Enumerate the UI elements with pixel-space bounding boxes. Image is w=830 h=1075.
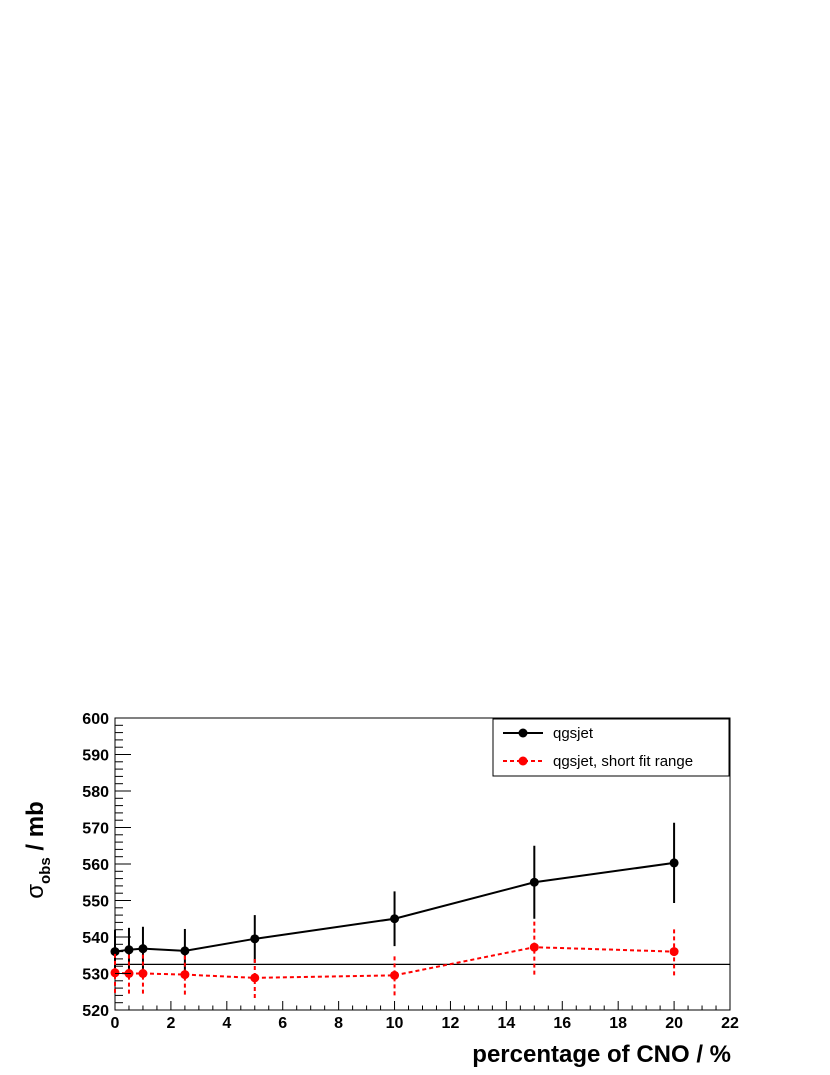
data-point — [669, 947, 679, 957]
data-point — [529, 877, 539, 887]
y-tick-label: 560 — [82, 857, 109, 874]
y-axis-title-unit: / mb — [22, 801, 49, 857]
y-tick-label: 570 — [82, 821, 109, 838]
data-point — [669, 858, 679, 868]
x-tick-label: 22 — [721, 1015, 739, 1032]
data-point — [180, 946, 190, 956]
y-axis-title-subscript: obs — [37, 857, 54, 884]
y-tick-label: 590 — [82, 748, 109, 765]
x-tick-label: 4 — [222, 1015, 231, 1032]
x-tick-label: 10 — [386, 1015, 404, 1032]
x-tick-label: 16 — [553, 1015, 571, 1032]
x-tick-label: 2 — [166, 1015, 175, 1032]
data-point — [124, 945, 134, 955]
series-1 — [110, 919, 679, 998]
x-tick-label: 0 — [111, 1015, 120, 1032]
legend-marker-sample — [518, 728, 528, 738]
data-point — [529, 942, 539, 952]
x-tick-label: 18 — [609, 1015, 627, 1032]
y-tick-label: 550 — [82, 894, 109, 911]
x-axis-title: percentage of CNO / % — [472, 1041, 731, 1068]
x-tick-label: 6 — [278, 1015, 287, 1032]
y-tick-label: 600 — [82, 711, 109, 728]
y-axis-title-sigma: σ — [22, 884, 49, 899]
y-tick-label: 530 — [82, 967, 109, 984]
legend-label-qgsjet-short-fit-range: qgsjet, short fit range — [553, 753, 693, 770]
data-point — [250, 973, 260, 983]
y-axis-title: σobs / mb — [22, 801, 54, 899]
data-point — [138, 944, 148, 954]
y-tick-label: 520 — [82, 1003, 109, 1020]
x-tick-label: 8 — [334, 1015, 343, 1032]
x-tick-label: 20 — [665, 1015, 683, 1032]
data-point — [138, 969, 148, 978]
data-point — [180, 970, 190, 980]
legend-box — [492, 718, 730, 777]
y-tick-label: 540 — [82, 930, 109, 947]
y-tick-label: 580 — [82, 784, 109, 801]
legend-label-qgsjet: qgsjet — [553, 725, 594, 742]
x-tick-label: 14 — [497, 1015, 515, 1032]
data-point — [390, 914, 400, 924]
data-point — [250, 934, 260, 944]
series-0 — [110, 822, 679, 974]
x-tick-label: 12 — [442, 1015, 460, 1032]
data-point — [110, 968, 120, 978]
data-point — [390, 970, 400, 980]
legend-marker-sample — [518, 756, 528, 766]
